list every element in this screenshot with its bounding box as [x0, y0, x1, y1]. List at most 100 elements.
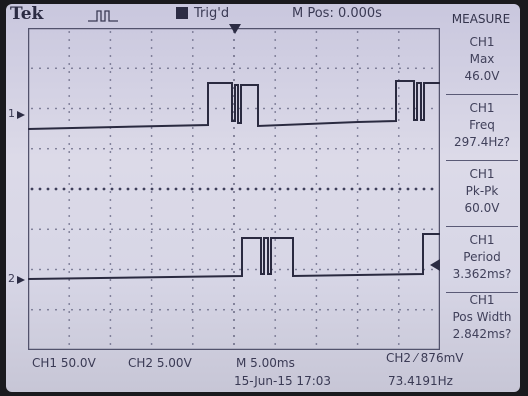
grid-dot	[315, 335, 318, 337]
grid-dot	[343, 147, 345, 150]
grid-dot	[390, 187, 394, 191]
grid-dot	[351, 308, 353, 311]
grid-dot	[207, 147, 209, 150]
grid-dot	[315, 71, 318, 73]
grid-dot	[356, 159, 359, 161]
grid-dot	[31, 67, 33, 70]
grid-dot	[95, 147, 97, 150]
grid-dot	[191, 268, 193, 271]
grid-dot	[356, 247, 359, 249]
grid-dot	[191, 191, 194, 193]
grid-dot	[109, 95, 112, 97]
measurement-max[interactable]: CH1 Max 46.0V	[446, 34, 518, 95]
measurement-freq[interactable]: CH1 Freq 297.4Hz?	[446, 100, 518, 161]
measurement-name: Pk-Pk	[465, 184, 499, 198]
measurement-pos-width[interactable]: CH1 Pos Width 2.842ms?	[446, 292, 518, 352]
grid-dot	[135, 268, 137, 271]
grid-dot	[31, 107, 33, 110]
grid-dot	[109, 343, 112, 345]
grid-dot	[399, 107, 401, 110]
grid-dot	[397, 335, 400, 337]
grid-dot	[431, 67, 433, 70]
grid-dot	[274, 63, 277, 65]
grid-dot	[397, 255, 400, 257]
grid-dot	[359, 147, 361, 150]
grid-dot	[274, 71, 277, 73]
measure-title[interactable]: MEASURE	[451, 12, 511, 26]
grid-dot	[397, 39, 400, 41]
grid-dot	[367, 107, 369, 110]
grid-dot	[68, 263, 71, 265]
grid-dot	[68, 55, 71, 57]
grid-dot	[30, 187, 34, 191]
grid-dot	[47, 228, 49, 231]
grid-dot	[315, 119, 318, 121]
grid-dot	[223, 308, 225, 311]
grid-dot	[109, 215, 112, 217]
grid-dot	[367, 67, 369, 70]
grid-dot	[150, 279, 153, 281]
grid-dot	[270, 187, 274, 191]
grid-dot	[397, 279, 400, 281]
grid-dot	[397, 303, 400, 305]
grid-dot	[150, 191, 153, 193]
grid-dot	[274, 159, 277, 161]
grid-dot	[151, 147, 153, 150]
grid-dot	[274, 263, 277, 265]
grid-dot	[356, 295, 359, 297]
grid-dot	[150, 103, 153, 105]
measurement-pk-pk[interactable]: CH1 Pk-Pk 60.0V	[446, 166, 518, 227]
grid-dot	[315, 63, 318, 65]
grid-dot	[356, 335, 359, 337]
grid-dot	[68, 143, 71, 145]
grid-dot	[87, 228, 89, 231]
grid-dot	[397, 239, 400, 241]
grid-dot	[103, 308, 105, 311]
grid-dot	[399, 147, 401, 150]
grid-dot	[279, 268, 281, 271]
grid-dot	[150, 111, 153, 113]
grid-dot	[356, 39, 359, 41]
grid-dot	[135, 308, 137, 311]
grid-dot	[142, 187, 146, 191]
grid-dot	[233, 271, 235, 273]
measurement-period[interactable]: CH1 Period 3.362ms?	[446, 232, 518, 293]
grid-dot	[367, 308, 369, 311]
grid-dot	[315, 167, 318, 169]
grid-dot	[287, 107, 289, 110]
grid-dot	[150, 343, 153, 345]
grid-dot	[63, 67, 65, 70]
grid-dot	[356, 79, 359, 81]
grid-dot	[151, 228, 153, 231]
grid-dot	[397, 31, 400, 33]
grid-dot	[68, 271, 71, 273]
grid-dot	[319, 107, 321, 110]
grid-dot	[233, 159, 235, 161]
grid-dot	[274, 87, 277, 89]
grid-dot	[274, 279, 277, 281]
grid-dot	[319, 67, 321, 70]
grid-dot	[191, 55, 194, 57]
grid-dot	[274, 151, 277, 153]
grid-dot	[109, 55, 112, 57]
grid-dot	[68, 71, 71, 73]
grid-dot	[397, 111, 400, 113]
grid-dot	[111, 268, 113, 271]
grid-dot	[143, 228, 145, 231]
grid-dot	[175, 268, 177, 271]
grid-dot	[109, 287, 112, 289]
grid-dot	[319, 308, 321, 311]
grid-dot	[68, 191, 71, 193]
grid-dot	[315, 343, 318, 345]
grid-dot	[191, 95, 194, 97]
grid-dot	[315, 55, 318, 57]
grid-dot	[397, 327, 400, 329]
grid-dot	[327, 228, 329, 231]
grid-dot	[103, 147, 105, 150]
grid-dot	[68, 343, 71, 345]
grid-dot	[79, 268, 81, 271]
grid-dot	[191, 319, 194, 321]
grid-dot	[274, 327, 277, 329]
grid-dot	[103, 107, 105, 110]
grid-dot	[39, 228, 41, 231]
